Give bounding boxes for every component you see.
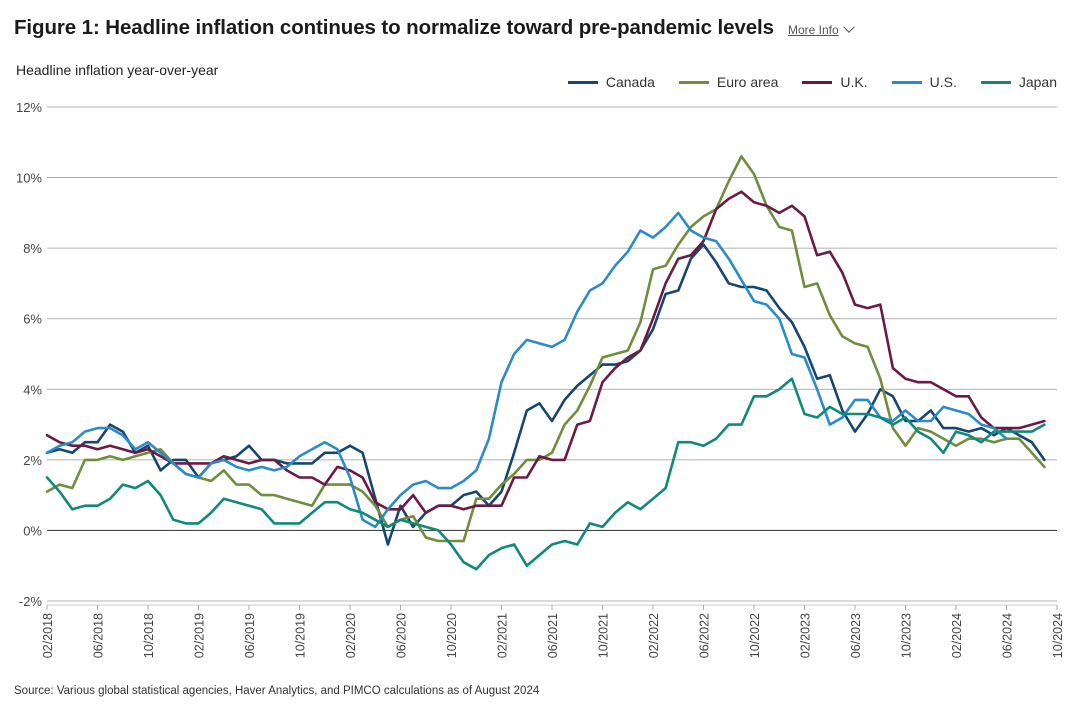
y-tick-label: 10% [16, 171, 42, 186]
legend-item-japan: Japan [980, 74, 1057, 90]
x-tick-label: 02/2021 [496, 613, 510, 658]
series-line-u-s [45, 211, 1008, 529]
x-tick-label: 02/2023 [799, 613, 813, 658]
x-tick-label: 06/2018 [92, 613, 106, 658]
x-tick-label: 02/2019 [193, 613, 207, 658]
x-tick-label: 10/2022 [748, 613, 762, 658]
x-tick-label: 10/2021 [597, 613, 611, 658]
series-line-canada [45, 243, 1046, 546]
legend-item-u-s: U.S. [891, 74, 957, 90]
legend-swatch [980, 80, 1011, 84]
x-tick-label: 10/2023 [900, 613, 914, 658]
x-tick-label: 06/2023 [849, 613, 863, 658]
legend-swatch [567, 80, 598, 84]
title-row: Figure 1: Headline inflation continues t… [14, 16, 855, 40]
y-tick-label: 0% [23, 523, 42, 538]
legend-label: Canada [605, 74, 655, 90]
chart-subtitle: Headline inflation year-over-year [16, 62, 219, 78]
more-info-link[interactable]: More Info [787, 21, 855, 37]
x-tick-label: 10/2019 [294, 613, 308, 658]
legend-label: Japan [1018, 74, 1057, 90]
y-tick-label: -2% [19, 594, 43, 609]
y-tick-label: 4% [23, 382, 42, 397]
x-tick-label: 10/2024 [1051, 613, 1065, 658]
y-tick-label: 6% [23, 312, 42, 327]
x-tick-label: 02/2022 [647, 613, 661, 658]
x-tick-label: 06/2024 [1001, 613, 1015, 658]
series-line-euro-area [45, 155, 1046, 543]
figure-title: Figure 1: Headline inflation continues t… [14, 16, 774, 39]
chart-legend: Canada Euro area U.K. U.S. Japan [544, 74, 1057, 90]
legend-label: Euro area [716, 74, 779, 90]
series-line-japan [45, 377, 1046, 571]
x-tick-label: 06/2022 [698, 613, 712, 658]
x-tick-label: 10/2018 [142, 613, 156, 658]
x-tick-label: 10/2020 [445, 613, 459, 658]
legend-swatch [678, 80, 709, 84]
legend-label: U.S. [929, 74, 957, 90]
x-tick-label: 02/2024 [950, 613, 964, 658]
y-tick-label: 8% [23, 241, 42, 256]
legend-item-euro-area: Euro area [678, 74, 779, 90]
x-tick-label: 06/2020 [395, 613, 409, 658]
x-tick-label: 06/2021 [546, 613, 560, 658]
legend-item-canada: Canada [567, 74, 655, 90]
more-info-label: More Info [787, 23, 839, 37]
source-note: Source: Various global statistical agenc… [14, 685, 540, 697]
y-tick-label: 2% [23, 453, 42, 468]
series-line-u-k [45, 190, 1046, 515]
legend-swatch [802, 80, 833, 84]
y-tick-label: 12% [16, 100, 42, 115]
x-tick-label: 02/2020 [344, 613, 358, 658]
legend-label: U.K. [840, 74, 868, 90]
x-tick-label: 06/2019 [243, 613, 257, 658]
x-tick-label: 02/2018 [41, 613, 55, 658]
legend-item-u-k: U.K. [802, 74, 868, 90]
legend-swatch [891, 80, 922, 84]
